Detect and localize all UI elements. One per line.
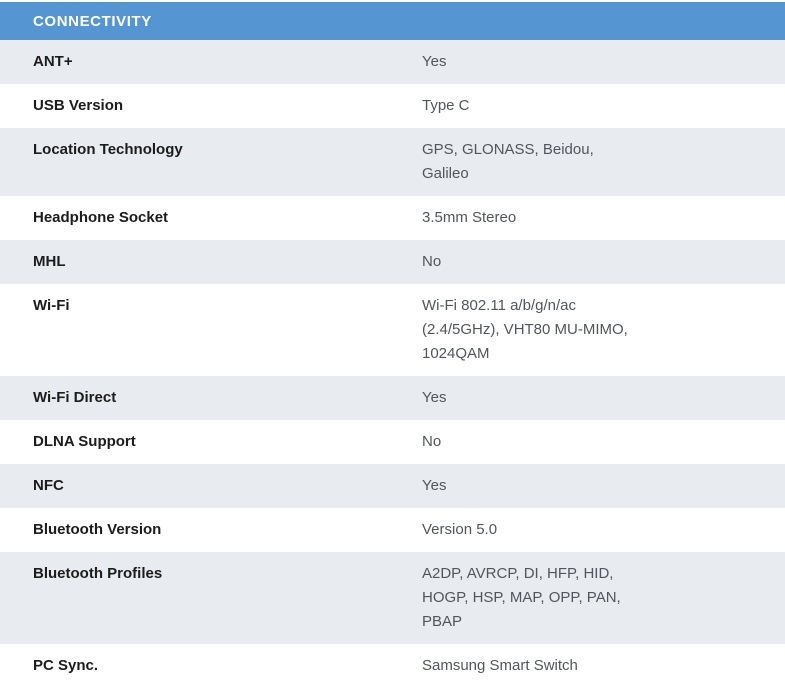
table-row-bluetooth-version: Bluetooth Version Version 5.0 (0, 508, 785, 552)
table-row-bluetooth-profiles: Bluetooth Profiles A2DP, AVRCP, DI, HFP,… (0, 552, 785, 644)
table-row-wifi-direct: Wi-Fi Direct Yes (0, 376, 785, 420)
spec-value: No (422, 253, 442, 270)
spec-value: Samsung Smart Switch (422, 657, 578, 674)
table-row-location-technology: Location Technology GPS, GLONASS, Beidou… (0, 128, 785, 196)
table-row-nfc: NFC Yes (0, 464, 785, 508)
spec-label: Wi-Fi (33, 297, 70, 314)
spec-label: Bluetooth Profiles (33, 565, 163, 582)
section-title: CONNECTIVITY (33, 12, 152, 30)
spec-value: Yes (422, 477, 447, 494)
table-row-dlna-support: DLNA Support No (0, 420, 785, 464)
spec-value: GPS, GLONASS, Beidou, Galileo (422, 141, 594, 182)
table-row-pc-sync: PC Sync. Samsung Smart Switch (0, 644, 785, 688)
spec-label: MHL (33, 253, 66, 270)
spec-label: PC Sync. (33, 657, 99, 674)
spec-label: Headphone Socket (33, 209, 169, 226)
spec-label: DLNA Support (33, 433, 136, 450)
spec-label: Bluetooth Version (33, 521, 162, 538)
spec-label: USB Version (33, 97, 124, 114)
table-row-usb-version: USB Version Type C (0, 84, 785, 128)
spec-value: Type C (422, 97, 470, 114)
spec-value: Version 5.0 (422, 521, 498, 538)
spec-value: No (422, 433, 442, 450)
section-header: CONNECTIVITY (0, 2, 785, 40)
table-row-headphone-socket: Headphone Socket 3.5mm Stereo (0, 196, 785, 240)
spec-label: Location Technology (33, 141, 183, 158)
table-row-mhl: MHL No (0, 240, 785, 284)
spec-value: Wi-Fi 802.11 a/b/g/n/ac (2.4/5GHz), VHT8… (422, 297, 628, 362)
spec-value: A2DP, AVRCP, DI, HFP, HID, HOGP, HSP, MA… (422, 565, 621, 630)
table-row-ant: ANT+ Yes (0, 40, 785, 84)
spec-value: Yes (422, 53, 447, 70)
spec-label: ANT+ (33, 53, 73, 70)
spec-label: Wi-Fi Direct (33, 389, 117, 406)
spec-value: 3.5mm Stereo (422, 209, 517, 226)
spec-label: NFC (33, 477, 64, 494)
spec-value: Yes (422, 389, 447, 406)
table-row-wifi: Wi-Fi Wi-Fi 802.11 a/b/g/n/ac (2.4/5GHz)… (0, 284, 785, 376)
